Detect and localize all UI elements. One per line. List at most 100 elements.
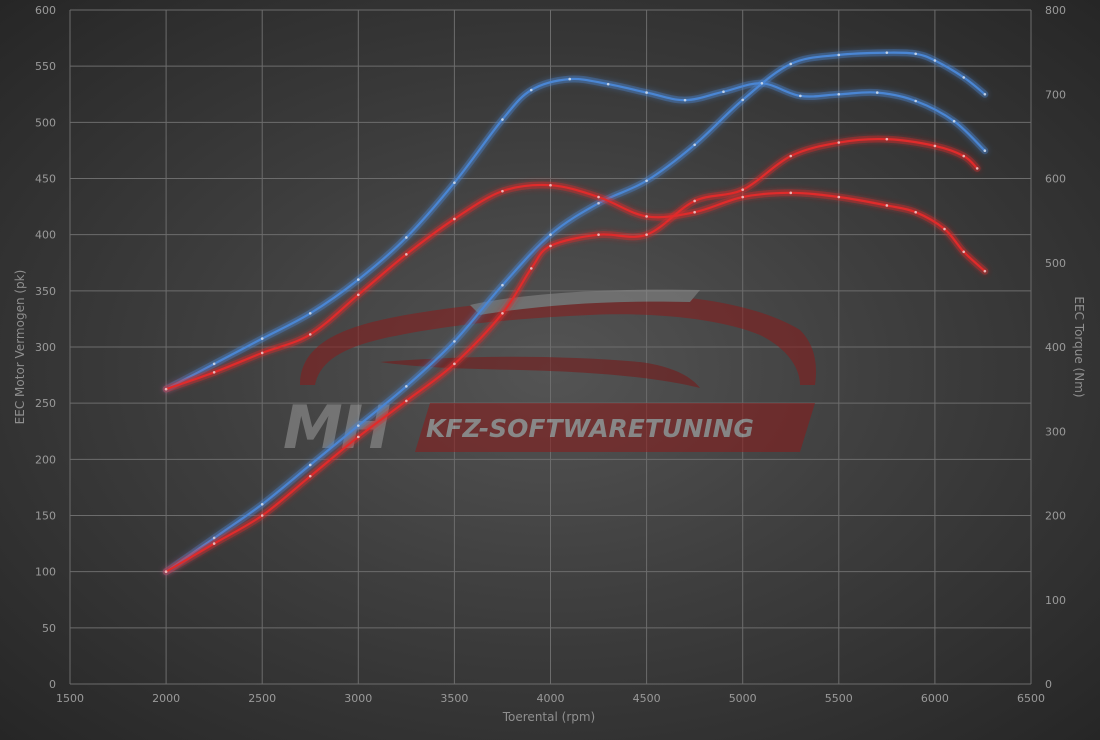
y-left-tick-label: 150 (35, 510, 56, 523)
series-2-left (162, 135, 981, 576)
series-point (549, 183, 552, 187)
series-point (693, 210, 696, 214)
series-point (405, 399, 408, 403)
series-point (975, 167, 979, 170)
series-point (789, 154, 793, 158)
y-left-tick-label: 50 (42, 622, 56, 635)
series-point (501, 189, 504, 193)
y-left-tick-label: 0 (49, 678, 56, 691)
series-point (308, 474, 312, 478)
series-point (501, 118, 504, 121)
series-point (799, 94, 802, 98)
series-point (212, 536, 216, 540)
y-left-tick-label: 400 (35, 229, 56, 242)
y-left-tick-label: 600 (35, 4, 56, 17)
series-point (645, 179, 648, 183)
series-point (983, 92, 987, 96)
x-tick-label: 3500 (440, 692, 468, 705)
series-point (933, 59, 937, 62)
tick-labels: 1500 2000 2500 3000 3500 4000 4500 5000 5500 6000… (35, 4, 1066, 705)
y-left-tick-label: 300 (35, 341, 56, 354)
x-tick-label: 4000 (537, 692, 565, 705)
series-point (529, 88, 533, 92)
series-point (549, 244, 552, 248)
series-layer (162, 49, 989, 576)
x-tick-label: 4500 (633, 692, 661, 705)
car-window-streak (470, 289, 700, 315)
series-point (983, 269, 987, 273)
series-point (693, 143, 696, 147)
series-point (760, 81, 764, 85)
y-left-tick-label: 450 (35, 173, 56, 186)
series-point (453, 181, 456, 185)
series-point (914, 210, 917, 214)
series-point (645, 233, 648, 236)
logo-banner (415, 403, 815, 452)
series-line-glow (162, 135, 981, 576)
x-tick-label: 6000 (921, 692, 949, 705)
series-point (693, 199, 696, 203)
series-point (789, 62, 793, 66)
y-right-tick-label: 200 (1045, 510, 1066, 523)
series-point (741, 195, 744, 199)
y-right-tick-label: 300 (1045, 425, 1066, 438)
series-point (260, 502, 264, 506)
series-point (453, 217, 456, 221)
series-point (308, 312, 312, 315)
series-point (260, 337, 264, 340)
car-roof-line (380, 356, 700, 388)
grid-lines (69, 9, 1032, 685)
series-0-left (162, 49, 989, 576)
series-point (962, 250, 966, 254)
y-axis-right-title: EEC Torque (Nm) (1072, 296, 1086, 397)
logo-name: KFZ-SOFTWARETUNING (426, 414, 754, 443)
x-tick-label: 3000 (344, 692, 372, 705)
y-right-tick-label: 400 (1045, 341, 1066, 354)
x-tick-label: 6500 (1017, 692, 1045, 705)
y-left-tick-label: 350 (35, 285, 56, 298)
y-right-tick-label: 500 (1045, 257, 1066, 270)
series-line (165, 51, 986, 573)
series-point (501, 283, 504, 287)
y-left-tick-label: 250 (35, 397, 56, 410)
series-point (549, 233, 552, 236)
y-left-tick-label: 100 (35, 566, 56, 579)
series-point (885, 51, 889, 54)
series-point (212, 542, 216, 545)
series-point (914, 99, 917, 103)
car-silhouette-icon (300, 294, 817, 385)
series-point (164, 387, 168, 391)
series-point (405, 236, 408, 239)
series-point (943, 227, 946, 231)
series-point (645, 215, 648, 218)
series-point (501, 312, 504, 315)
series-point (212, 370, 216, 374)
x-axis-title: Toerental (rpm) (502, 710, 595, 724)
series-point (645, 91, 648, 94)
y-axis-left-title: EEC Motor Vermogen (pk) (13, 270, 27, 425)
y-right-tick-label: 0 (1045, 678, 1052, 691)
y-left-tick-label: 200 (35, 453, 56, 466)
x-tick-label: 2500 (248, 692, 276, 705)
series-point (933, 144, 937, 148)
series-point (405, 385, 408, 388)
x-tick-label: 5500 (825, 692, 853, 705)
series-point (837, 53, 841, 57)
series-1-right (162, 75, 989, 393)
series-point (837, 195, 841, 199)
series-point (357, 293, 360, 297)
series-point (962, 76, 966, 79)
series-point (983, 149, 987, 152)
series-point (885, 204, 889, 207)
y-left-tick-label: 550 (35, 60, 56, 73)
series-point (453, 340, 456, 343)
series-point (308, 463, 312, 467)
series-point (741, 98, 744, 102)
series-point (837, 92, 841, 96)
series-point (606, 82, 610, 86)
y-right-tick-label: 600 (1045, 173, 1066, 186)
series-point (952, 119, 956, 123)
series-point (597, 233, 600, 236)
